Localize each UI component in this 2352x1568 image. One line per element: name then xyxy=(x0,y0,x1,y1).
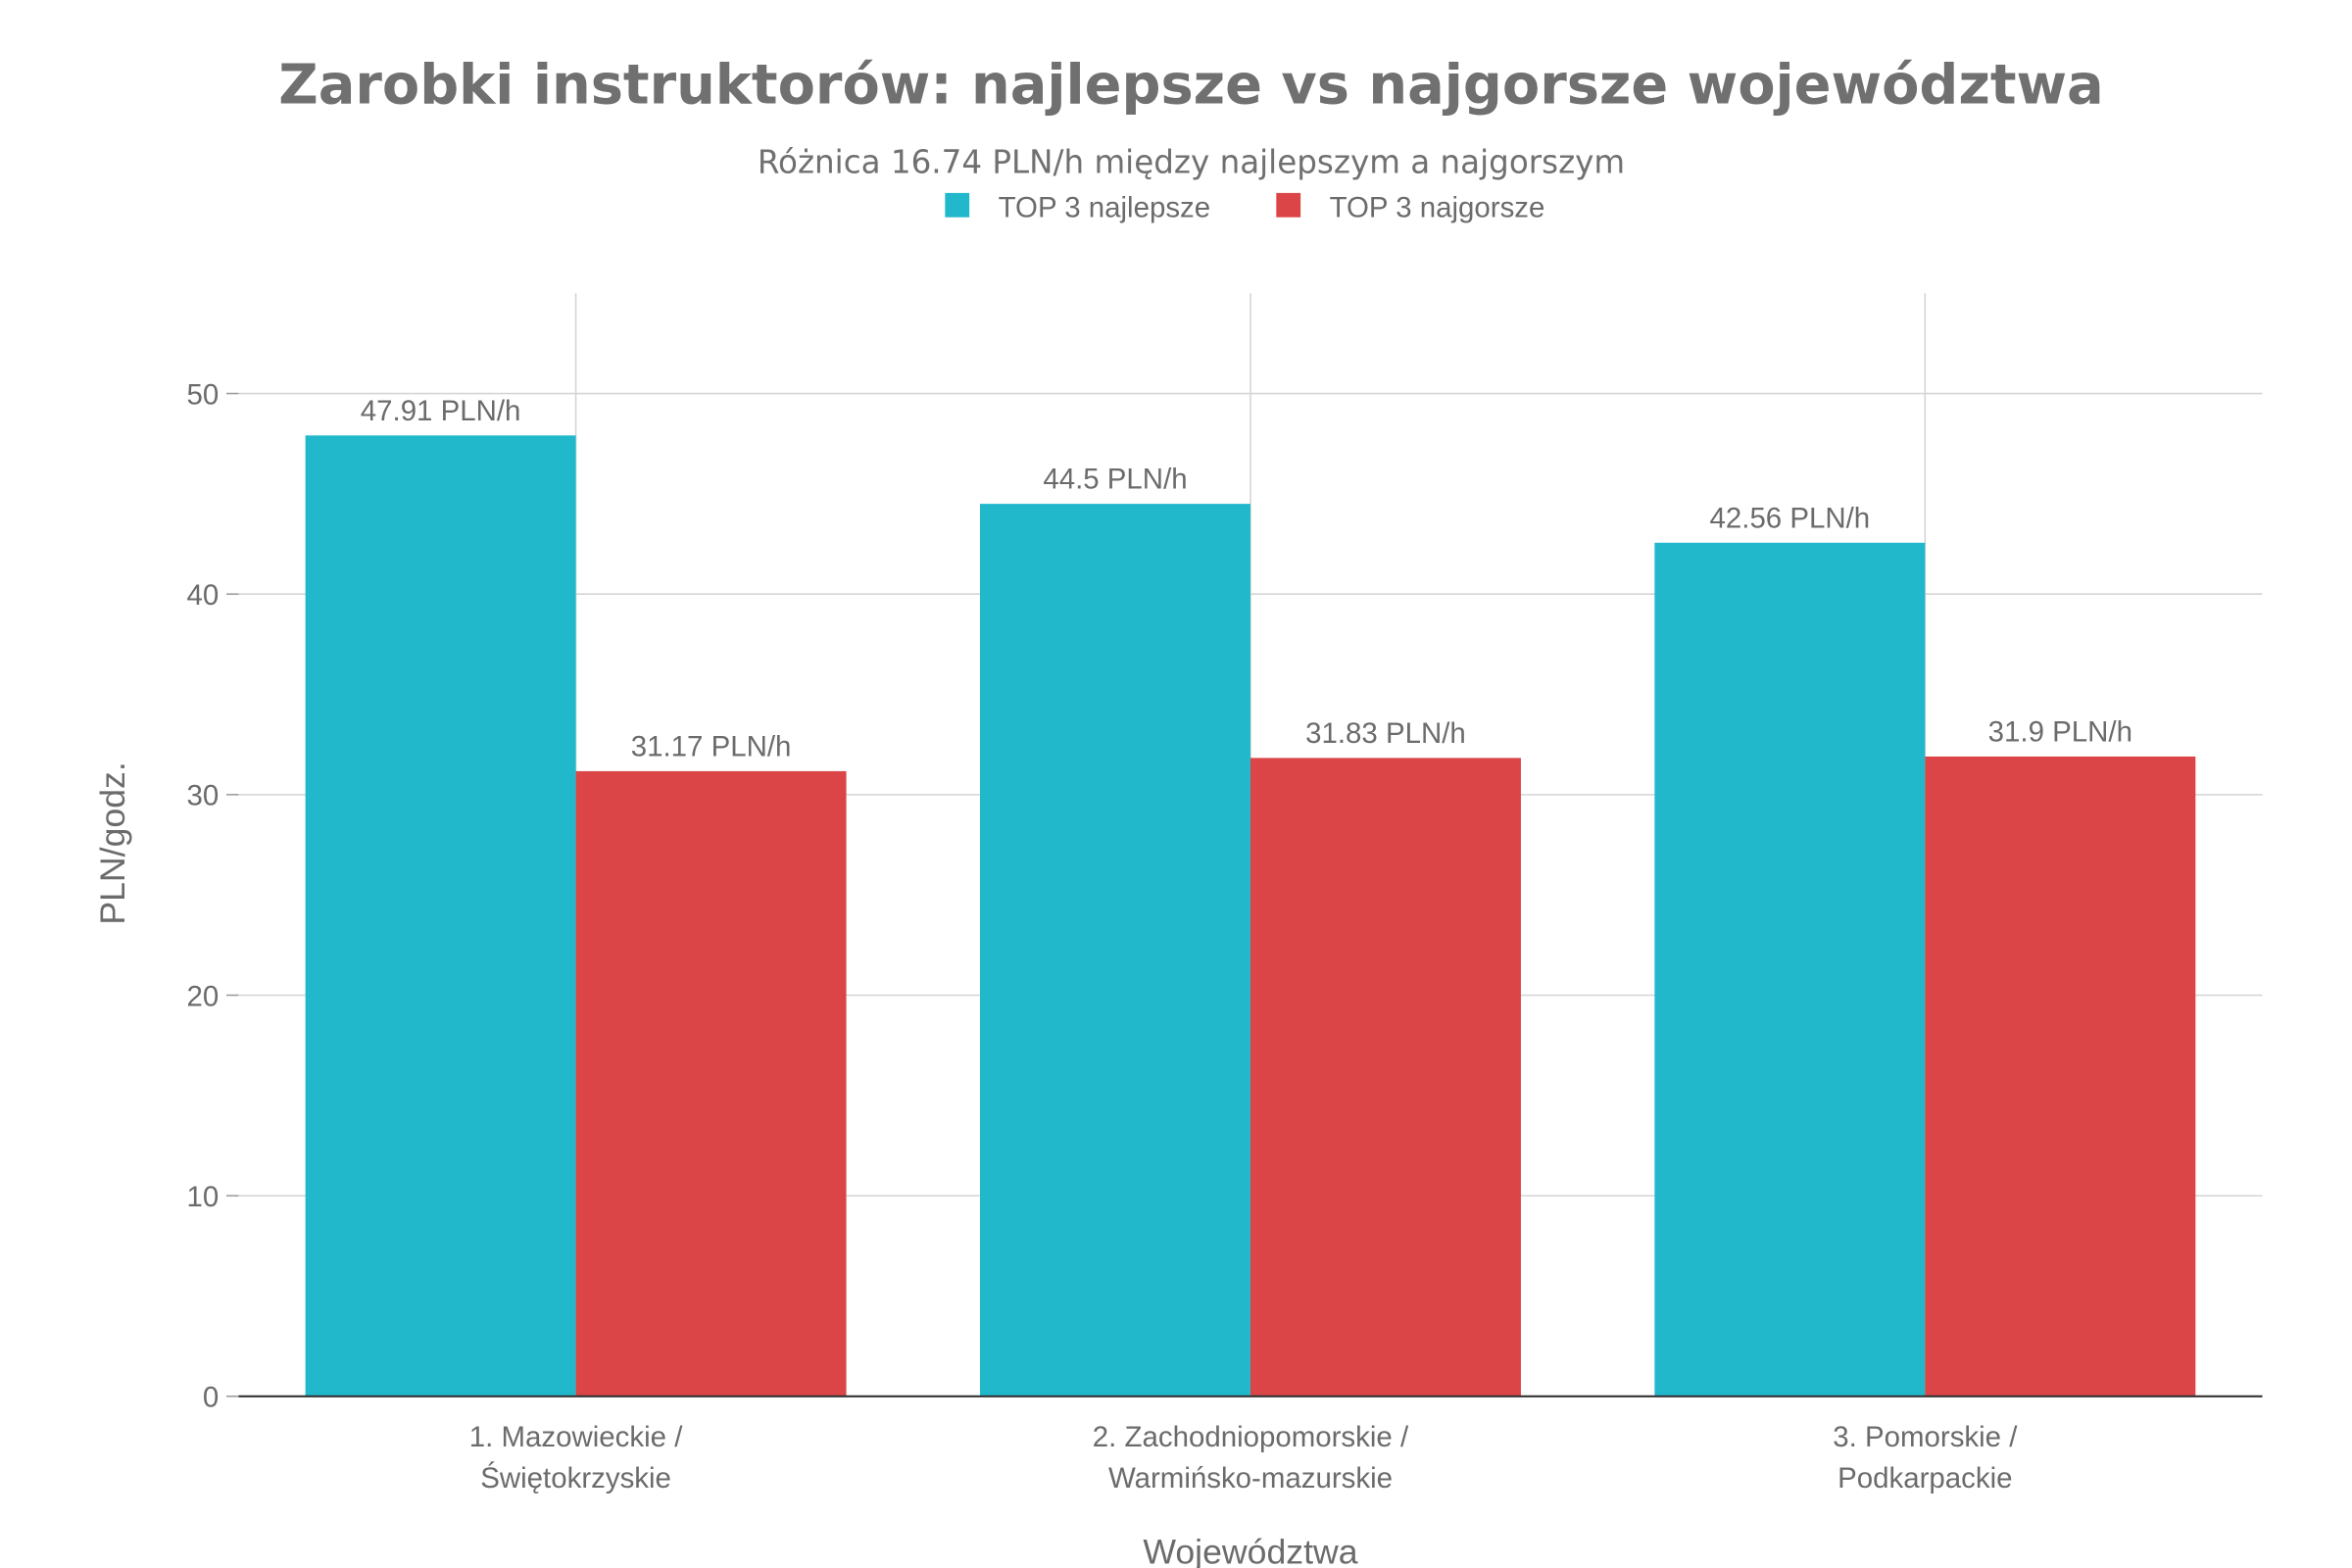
y-axis-title: PLN/godz. xyxy=(93,761,132,924)
x-tick-label: 2. Zachodniopomorskie / xyxy=(1093,1421,1409,1453)
x-axis-title: Województwa xyxy=(1143,1532,1357,1568)
x-tick-label: Warmińsko-mazurskie xyxy=(1108,1462,1393,1494)
bar-best xyxy=(305,435,576,1396)
data-labels: 47.91 PLN/h 44.5 PLN/h 42.56 PLN/h 31.17 PL… xyxy=(361,395,2132,763)
chart-title: Zarobki instruktorów: najlepsze vs najgo… xyxy=(278,53,2103,117)
data-label: 44.5 PLN/h xyxy=(1043,464,1187,496)
bar-best xyxy=(1654,542,1926,1396)
x-tick-label: Podkarpackie xyxy=(1838,1462,2012,1494)
data-label: 31.9 PLN/h xyxy=(1988,715,2132,748)
bar-worst xyxy=(1250,758,1521,1396)
y-tick-label: 50 xyxy=(187,378,220,411)
legend: TOP 3 najlepsze TOP 3 najgorsze xyxy=(945,192,1544,224)
y-tick-label: 40 xyxy=(187,579,220,612)
legend-label: TOP 3 najlepsze xyxy=(999,192,1211,224)
bars xyxy=(305,435,2196,1396)
y-tick-label: 20 xyxy=(187,980,220,1012)
data-label: 42.56 PLN/h xyxy=(1710,502,1871,534)
chart-subtitle: Różnica 16.74 PLN/h między najlepszym a … xyxy=(758,144,1625,181)
y-tick-label: 30 xyxy=(187,780,220,812)
x-tick-label: 3. Pomorskie / xyxy=(1833,1421,2018,1453)
x-tick-label: 1. Mazowieckie / xyxy=(469,1421,683,1453)
legend-label: TOP 3 najgorsze xyxy=(1330,192,1545,224)
bar-best xyxy=(980,504,1250,1396)
x-tick-label: Świętokrzyskie xyxy=(480,1461,671,1494)
y-tick-label: 10 xyxy=(187,1181,220,1213)
data-label: 31.83 PLN/h xyxy=(1305,717,1466,750)
data-label: 47.91 PLN/h xyxy=(361,395,521,427)
y-tick-label: 0 xyxy=(203,1382,219,1414)
x-axis: 1. Mazowieckie / Świętokrzyskie 2. Zachodn… xyxy=(238,1395,2263,1494)
y-axis: 0 10 20 30 40 50 xyxy=(187,378,239,1414)
legend-swatch xyxy=(945,192,970,218)
bar-worst xyxy=(1925,756,2196,1396)
legend-swatch xyxy=(1276,192,1301,218)
data-label: 31.17 PLN/h xyxy=(631,730,792,762)
bar-worst xyxy=(575,770,847,1396)
